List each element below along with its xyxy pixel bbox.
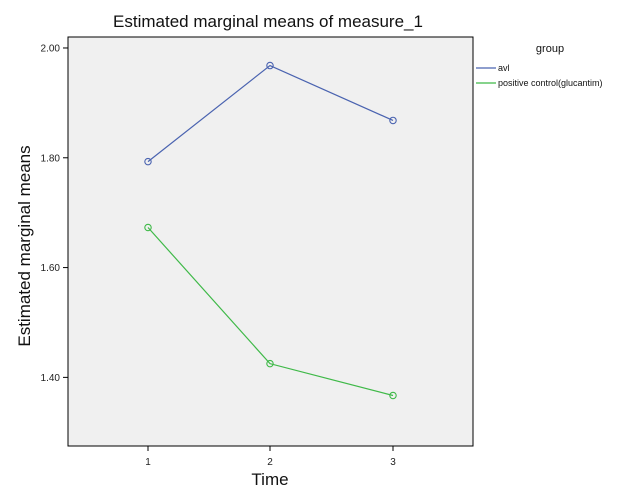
- x-tick-label: 2: [267, 457, 273, 468]
- y-tick-label: 1.60: [41, 263, 61, 274]
- y-axis: 1.40 1.60 1.80 2.00: [41, 43, 68, 384]
- legend: group avl positive control(glucantim): [476, 43, 603, 88]
- data-point: [389, 116, 397, 125]
- data-point: [144, 157, 152, 166]
- y-tick-label: 2.00: [41, 43, 61, 54]
- x-tick-label: 3: [390, 457, 396, 468]
- series-line-avl: [147, 64, 394, 163]
- x-axis-title: Time: [251, 470, 288, 488]
- data-point: [389, 391, 397, 400]
- x-tick-label: 1: [145, 457, 151, 468]
- y-tick-label: 1.40: [41, 373, 61, 384]
- y-tick-label: 1.80: [41, 153, 61, 164]
- series-positive-control: [144, 223, 397, 400]
- series-avl: [144, 61, 397, 166]
- legend-label-positive-control: positive control(glucantim): [498, 78, 603, 88]
- chart-title: Estimated marginal means of measure_1: [113, 12, 423, 31]
- x-axis: 1 2 3: [145, 446, 396, 468]
- data-point: [266, 61, 274, 70]
- data-point: [144, 223, 152, 232]
- y-axis-title: Estimated marginal means: [15, 145, 34, 346]
- data-point: [266, 359, 274, 368]
- legend-title: group: [536, 43, 564, 55]
- legend-label-avl: avl: [498, 63, 510, 73]
- plot-area: [67, 36, 474, 447]
- series-line-positive-control: [147, 227, 394, 397]
